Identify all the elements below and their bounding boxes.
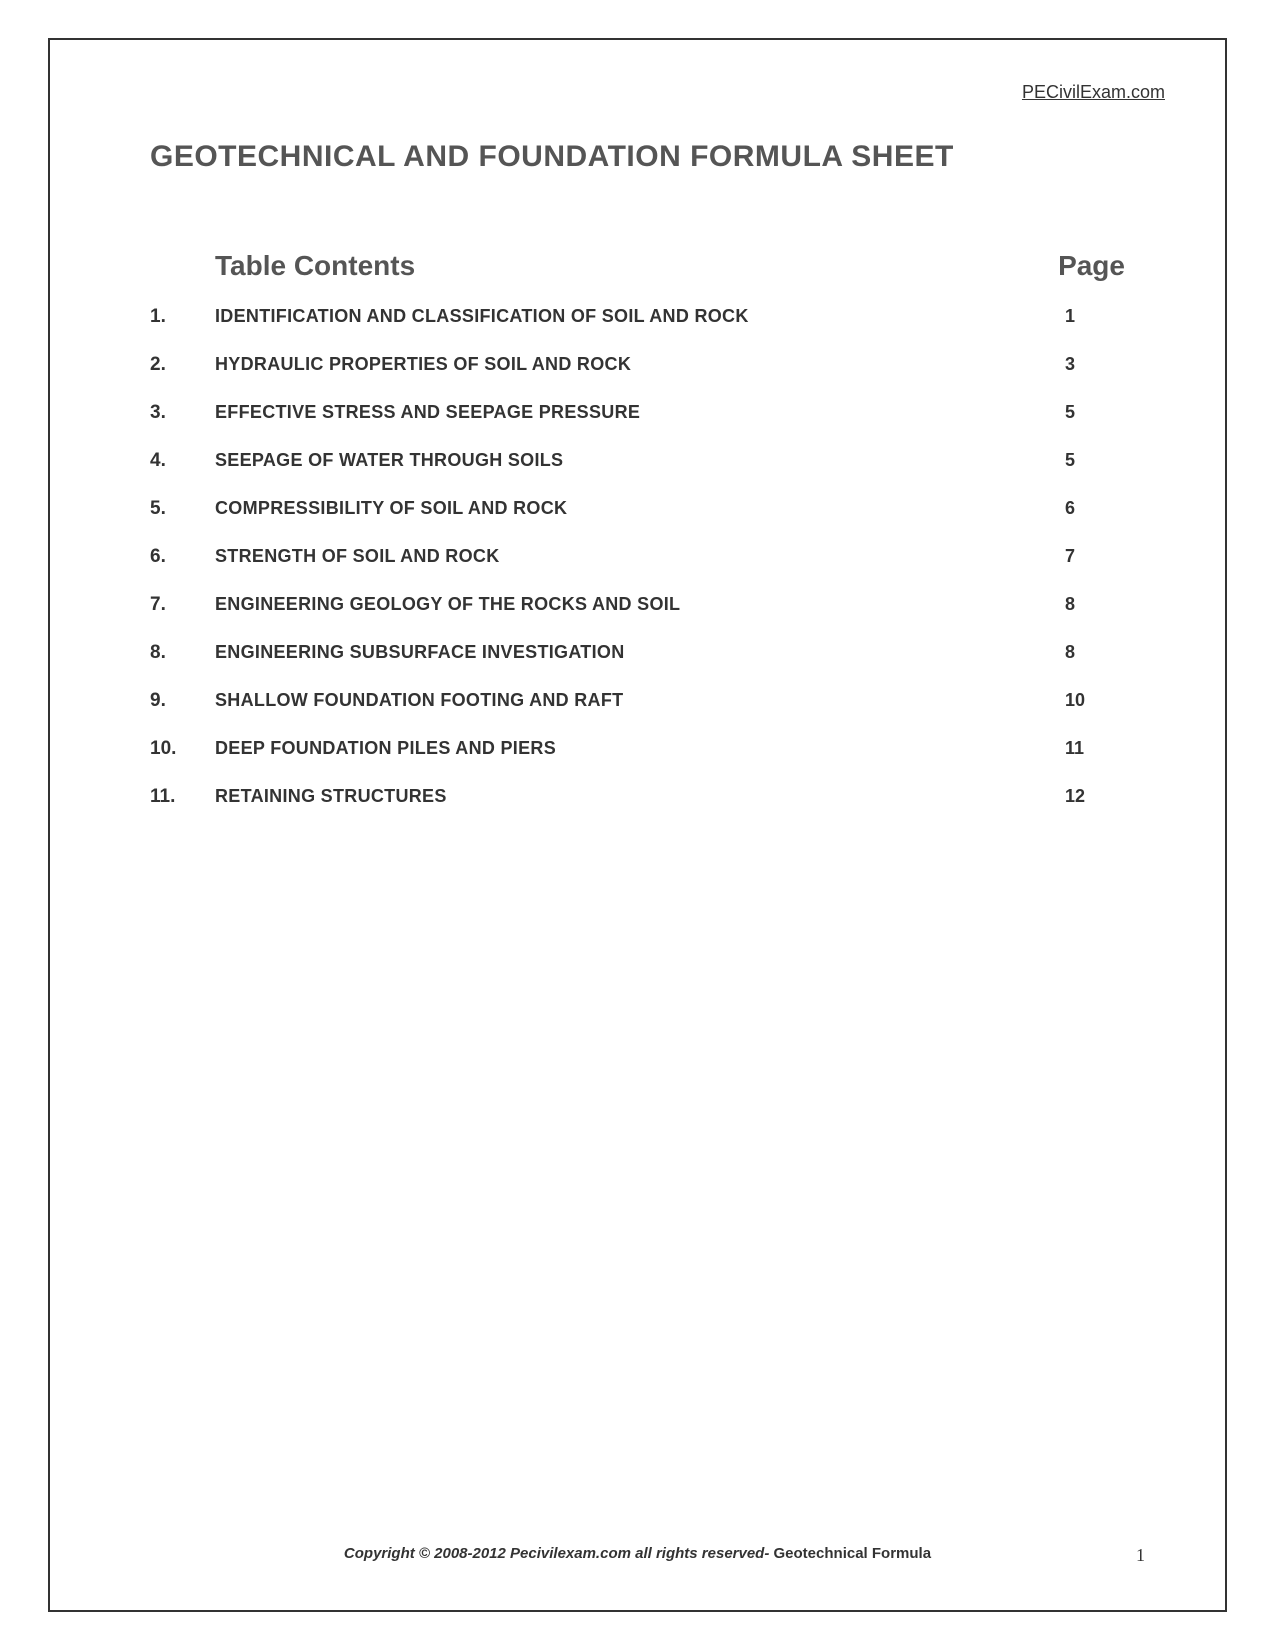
toc-item-page: 6 [1065, 498, 1125, 519]
toc-row: 3. EFFECTIVE STRESS AND SEEPAGE PRESSURE… [150, 402, 1125, 424]
toc-item-page: 5 [1065, 450, 1125, 471]
toc-item-page: 1 [1065, 306, 1125, 327]
toc-item-title: EFFECTIVE STRESS AND SEEPAGE PRESSURE [215, 402, 1065, 423]
toc-row: 8. ENGINEERING SUBSURFACE INVESTIGATION … [150, 642, 1125, 664]
toc-item-number: 7. [150, 594, 215, 616]
toc-item-number: 3. [150, 402, 215, 424]
toc-item-number: 11. [150, 786, 215, 808]
toc-item-number: 1. [150, 306, 215, 328]
toc-item-page: 11 [1065, 738, 1125, 759]
toc-item-number: 5. [150, 498, 215, 520]
toc-item-page: 7 [1065, 546, 1125, 567]
toc-item-page: 5 [1065, 402, 1125, 423]
toc-item-page: 8 [1065, 594, 1125, 615]
toc-row: 2. HYDRAULIC PROPERTIES OF SOIL AND ROCK… [150, 354, 1125, 376]
toc-item-number: 9. [150, 690, 215, 712]
page-frame: PECivilExam.com GEOTECHNICAL AND FOUNDAT… [48, 38, 1227, 1612]
table-of-contents: Table Contents Page 1. IDENTIFICATION AN… [150, 250, 1125, 834]
copyright-text: Copyright © 2008-2012 Pecivilexam.com al… [344, 1545, 769, 1562]
toc-row: 7. ENGINEERING GEOLOGY OF THE ROCKS AND … [150, 594, 1125, 616]
toc-row: 1. IDENTIFICATION AND CLASSIFICATION OF … [150, 306, 1125, 328]
toc-item-number: 6. [150, 546, 215, 568]
document-title: GEOTECHNICAL AND FOUNDATION FORMULA SHEE… [150, 140, 954, 174]
toc-item-title: COMPRESSIBILITY OF SOIL AND ROCK [215, 498, 1065, 519]
toc-row: 6. STRENGTH OF SOIL AND ROCK 7 [150, 546, 1125, 568]
toc-item-page: 3 [1065, 354, 1125, 375]
toc-item-title: STRENGTH OF SOIL AND ROCK [215, 546, 1065, 567]
toc-item-page: 10 [1065, 690, 1125, 711]
toc-row: 4. SEEPAGE OF WATER THROUGH SOILS 5 [150, 450, 1125, 472]
site-link[interactable]: PECivilExam.com [1022, 82, 1165, 103]
toc-item-number: 2. [150, 354, 215, 376]
toc-item-title: HYDRAULIC PROPERTIES OF SOIL AND ROCK [215, 354, 1065, 375]
toc-item-number: 10. [150, 738, 215, 760]
toc-item-number: 4. [150, 450, 215, 472]
toc-row: 11. RETAINING STRUCTURES 12 [150, 786, 1125, 808]
toc-item-title: SHALLOW FOUNDATION FOOTING AND RAFT [215, 690, 1065, 711]
toc-row: 10. DEEP FOUNDATION PILES AND PIERS 11 [150, 738, 1125, 760]
copyright-suffix: Geotechnical Formula [769, 1545, 931, 1562]
footer: Copyright © 2008-2012 Pecivilexam.com al… [50, 1545, 1225, 1562]
toc-item-title: IDENTIFICATION AND CLASSIFICATION OF SOI… [215, 306, 1065, 327]
toc-item-page: 12 [1065, 786, 1125, 807]
toc-item-page: 8 [1065, 642, 1125, 663]
toc-item-title: SEEPAGE OF WATER THROUGH SOILS [215, 450, 1065, 471]
toc-row: 9. SHALLOW FOUNDATION FOOTING AND RAFT 1… [150, 690, 1125, 712]
toc-heading: Table Contents [215, 250, 415, 282]
toc-item-title: DEEP FOUNDATION PILES AND PIERS [215, 738, 1065, 759]
toc-page-heading: Page [1058, 250, 1125, 282]
page-number: 1 [1136, 1545, 1145, 1566]
toc-item-title: ENGINEERING SUBSURFACE INVESTIGATION [215, 642, 1065, 663]
toc-item-title: RETAINING STRUCTURES [215, 786, 1065, 807]
toc-header: Table Contents Page [150, 250, 1125, 282]
toc-item-title: ENGINEERING GEOLOGY OF THE ROCKS AND SOI… [215, 594, 1065, 615]
toc-row: 5. COMPRESSIBILITY OF SOIL AND ROCK 6 [150, 498, 1125, 520]
toc-item-number: 8. [150, 642, 215, 664]
